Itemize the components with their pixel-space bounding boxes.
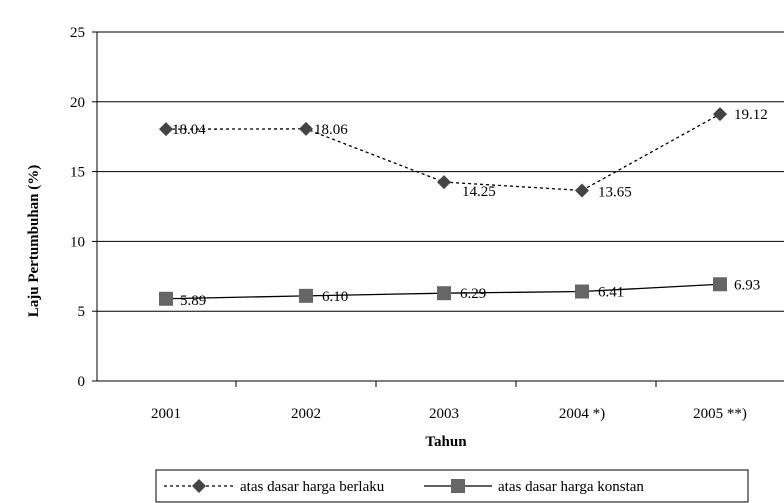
legend-marker-square (451, 479, 465, 493)
y-tick-label: 25 (70, 25, 85, 41)
x-tick-label: 2004 *) (559, 406, 605, 422)
axes: 0 5 10 15 20 25 2001 2002 2003 2004 *) 2005 **) (70, 25, 784, 422)
data-label: 19.12 (734, 107, 768, 123)
x-tick-label: 2001 (151, 406, 181, 422)
data-point-diamond (299, 121, 313, 136)
data-point-square (437, 286, 451, 301)
data-point-diamond (575, 183, 589, 198)
x-tick-label: 2003 (429, 406, 459, 422)
data-label: 13.65 (598, 184, 632, 200)
y-tick-label: 20 (70, 95, 85, 111)
data-label: 18.06 (314, 122, 348, 138)
data-point-diamond (713, 107, 727, 122)
x-tick-label: 2005 **) (693, 406, 747, 422)
y-axis-label: Laju Pertumbuhan (%) (26, 165, 42, 318)
data-label: 6.29 (460, 286, 486, 302)
data-label: 18.04 (172, 122, 206, 138)
data-label: 14.25 (462, 184, 496, 200)
data-label: 6.10 (322, 289, 348, 305)
data-point-diamond (159, 122, 173, 137)
x-tick-label: 2002 (291, 406, 321, 422)
data-point-square (159, 291, 173, 306)
legend: atas dasar harga berlaku atas dasar harga… (155, 469, 749, 503)
y-tick-label: 15 (70, 165, 85, 181)
data-label: 6.93 (734, 277, 760, 293)
data-point-square (299, 288, 313, 303)
data-label: 6.41 (598, 285, 624, 301)
y-tick-label: 5 (78, 304, 86, 320)
legend-label-1: atas dasar harga berlaku (240, 479, 385, 495)
series (159, 107, 727, 306)
legend-marker-diamond (192, 479, 206, 493)
x-axis-label: Tahun (425, 434, 467, 450)
data-point-diamond (437, 175, 451, 190)
data-label: 5.89 (180, 293, 206, 309)
data-point-square (575, 284, 589, 299)
legend-label-2: atas dasar harga konstan (498, 479, 644, 495)
data-point-square (713, 277, 727, 292)
data-labels: 18.04 18.06 14.25 13.65 19.12 5.89 6.10 6.29 6.4… (172, 107, 768, 309)
gridlines (97, 31, 784, 312)
y-tick-label: 10 (70, 234, 85, 250)
y-tick-label: 0 (78, 374, 86, 390)
